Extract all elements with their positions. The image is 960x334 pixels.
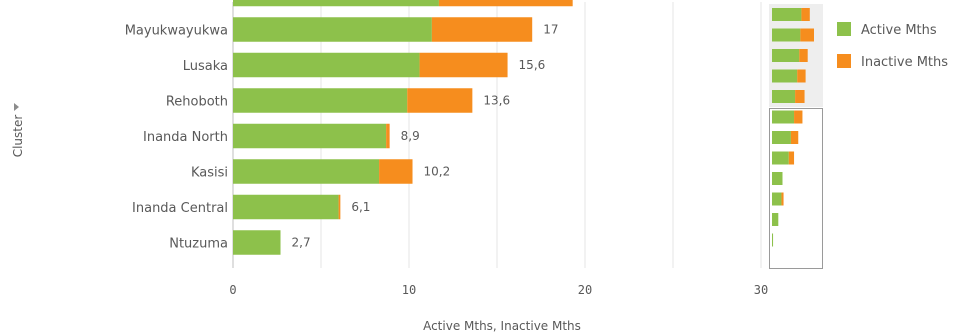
minimap-viewport[interactable] xyxy=(769,108,823,269)
minimap-bar-inactive xyxy=(801,8,810,21)
category-label: Inanda North xyxy=(143,130,228,145)
bar-active[interactable] xyxy=(233,123,387,149)
bar-active[interactable] xyxy=(233,0,439,7)
minimap-bar-active xyxy=(772,192,782,206)
x-tick-labels: 0 10 20 30 xyxy=(229,283,768,297)
total-label: 17 xyxy=(543,23,558,37)
minimap-bar-active xyxy=(772,8,802,21)
category-label: Rehoboth xyxy=(166,95,228,110)
y-axis-title: Cluster xyxy=(11,115,25,158)
minimap-bar-active xyxy=(772,110,795,124)
minimap-bar-inactive xyxy=(797,69,806,83)
minimap-bar-active xyxy=(772,151,789,165)
total-label: 8,9 xyxy=(401,129,420,143)
bar-inactive[interactable] xyxy=(419,52,508,78)
x-tick-label: 10 xyxy=(402,283,416,297)
category-label: Inanda Central xyxy=(132,201,228,216)
bar-inactive[interactable] xyxy=(338,194,341,220)
x-tick-label: 20 xyxy=(578,283,592,297)
minimap-bar-inactive xyxy=(781,192,784,206)
bar-active[interactable] xyxy=(233,17,432,42)
minimap-bar-inactive xyxy=(795,90,805,103)
total-label: 10,2 xyxy=(424,165,451,179)
category-label: Mayukwayukwa xyxy=(125,24,228,39)
minimap-bar-active xyxy=(772,131,791,144)
minimap-bar-active xyxy=(772,213,779,226)
bar-active[interactable] xyxy=(233,194,339,220)
minimap-bar-inactive xyxy=(788,151,795,165)
legend-swatch xyxy=(837,54,851,68)
bar-inactive[interactable] xyxy=(386,123,390,149)
total-label: 15,6 xyxy=(519,58,546,72)
x-axis-title: Active Mths, Inactive Mths xyxy=(423,319,581,333)
bar-inactive[interactable] xyxy=(438,0,573,7)
minimap-bar-active xyxy=(772,69,798,83)
scroll-minimap[interactable] xyxy=(769,4,823,269)
bar-inactive[interactable] xyxy=(379,159,413,184)
total-label: 6,1 xyxy=(351,200,370,214)
category-label: Lusaka xyxy=(183,59,228,74)
minimap-bar-inactive xyxy=(790,131,799,144)
minimap-bar-inactive xyxy=(794,110,803,124)
category-label: Kasisi xyxy=(191,166,228,181)
total-label: 13,6 xyxy=(483,94,510,108)
gridlines xyxy=(232,2,762,268)
minimap-bar-active xyxy=(772,90,796,103)
bar-active[interactable] xyxy=(233,88,408,113)
total-label: 2,7 xyxy=(292,236,311,250)
minimap-bar-active xyxy=(772,28,801,42)
minimap-bar-active xyxy=(772,233,774,247)
minimap-bar-inactive xyxy=(800,28,814,42)
minimap-bar-active xyxy=(772,49,800,62)
x-tick-label: 30 xyxy=(754,283,768,297)
caret-right-icon xyxy=(14,103,19,111)
legend-label: Active Mths xyxy=(861,23,937,38)
total-labels: 17 15,6 13,6 8,9 10,2 6,1 2,7 xyxy=(292,23,559,250)
bars xyxy=(233,0,573,255)
bar-inactive[interactable] xyxy=(407,88,473,113)
bar-inactive[interactable] xyxy=(431,17,533,42)
legend-swatch xyxy=(837,22,851,36)
y-tick-labels: Mayukwayukwa Lusaka Rehoboth Inanda North Ka… xyxy=(125,24,228,252)
bar-active[interactable] xyxy=(233,230,281,255)
bar-active[interactable] xyxy=(233,159,380,184)
y-axis-title-group[interactable]: Cluster xyxy=(11,103,25,157)
bar-active[interactable] xyxy=(233,52,420,78)
minimap-bar-inactive xyxy=(799,49,808,62)
legend-label: Inactive Mths xyxy=(861,55,948,70)
category-label: Ntuzuma xyxy=(169,237,228,252)
x-tick-label: 0 xyxy=(229,283,236,297)
minimap-bar-active xyxy=(772,172,783,185)
legend: Active Mths Inactive Mths xyxy=(837,22,948,70)
